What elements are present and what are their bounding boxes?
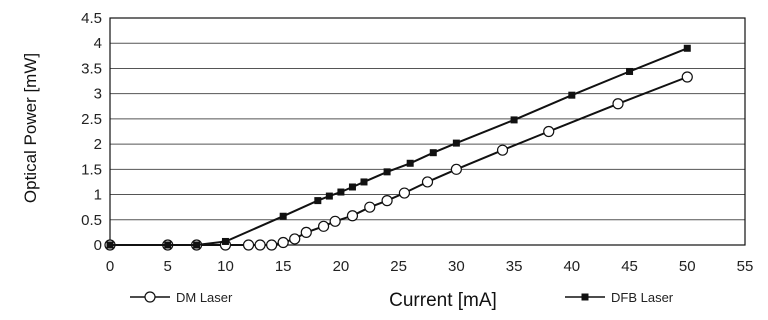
x-tick-label: 15 bbox=[275, 258, 292, 275]
data-point bbox=[106, 241, 114, 249]
data-point bbox=[193, 241, 201, 249]
x-tick-label: 50 bbox=[679, 258, 696, 275]
data-point bbox=[242, 239, 255, 251]
data-point bbox=[266, 239, 278, 251]
data-point bbox=[221, 237, 229, 245]
data-point bbox=[496, 144, 509, 156]
x-tick-label: 35 bbox=[506, 258, 523, 275]
data-point bbox=[429, 149, 437, 157]
x-tick-label: 30 bbox=[448, 258, 465, 275]
data-point bbox=[314, 197, 322, 205]
series-line-1 bbox=[110, 47, 688, 246]
data-point bbox=[398, 187, 411, 199]
data-point bbox=[364, 201, 376, 213]
data-point bbox=[612, 98, 624, 110]
y-tick-label: 2 bbox=[94, 136, 102, 153]
data-point bbox=[421, 176, 434, 188]
x-tick-label: 10 bbox=[217, 258, 234, 275]
y-tick-label: 2.5 bbox=[81, 111, 102, 128]
legend-label: DFB Laser bbox=[611, 290, 674, 305]
data-point bbox=[406, 159, 414, 167]
data-point bbox=[279, 212, 287, 220]
data-point bbox=[681, 71, 693, 83]
plot-frame bbox=[109, 17, 746, 246]
legend-marker bbox=[144, 291, 156, 303]
data-point bbox=[360, 178, 368, 186]
series-layer bbox=[104, 44, 693, 251]
x-tick-label: 55 bbox=[737, 258, 754, 275]
grid-layer bbox=[110, 17, 745, 221]
data-point bbox=[300, 226, 312, 238]
x-tick-label: 45 bbox=[621, 258, 638, 275]
data-point bbox=[289, 233, 301, 245]
x-tick-label: 5 bbox=[164, 258, 172, 275]
data-point bbox=[452, 139, 460, 147]
y-tick-label: 4.5 bbox=[81, 10, 102, 27]
x-tick-label: 20 bbox=[333, 258, 350, 275]
series-line-0 bbox=[110, 76, 688, 246]
y-tick-label: 1 bbox=[94, 187, 102, 204]
y-tick-label: 4 bbox=[94, 35, 102, 52]
data-point bbox=[348, 183, 356, 191]
data-point bbox=[329, 215, 341, 227]
legend-item-1: DFB Laser bbox=[565, 290, 674, 305]
data-point bbox=[683, 44, 691, 52]
series-0 bbox=[104, 71, 693, 251]
data-point bbox=[325, 192, 333, 200]
data-point bbox=[346, 210, 359, 222]
data-point bbox=[383, 168, 391, 176]
x-axis-label: Current [mA] bbox=[389, 290, 497, 311]
data-point bbox=[254, 239, 266, 251]
legend-label: DM Laser bbox=[176, 290, 233, 305]
legend-item-0: DM Laser bbox=[130, 290, 233, 305]
data-point bbox=[450, 163, 462, 175]
x-tick-label: 0 bbox=[106, 258, 114, 275]
data-point bbox=[164, 241, 172, 249]
y-tick-label: 0 bbox=[94, 237, 102, 254]
data-point bbox=[626, 67, 634, 75]
data-point bbox=[277, 236, 289, 249]
data-point bbox=[510, 116, 518, 124]
tick-layer: 0 0.5 1 1.5 2 2.5 3 3.5 4 4.5 0 5 10 15 20 25 30 35 40 45 50… bbox=[81, 10, 753, 275]
y-tick-label: 3.5 bbox=[81, 60, 102, 77]
y-axis-label: Optical Power [mW] bbox=[21, 53, 40, 203]
data-point bbox=[337, 188, 345, 196]
data-point bbox=[543, 125, 555, 138]
x-tick-label: 25 bbox=[390, 258, 407, 275]
legend-marker bbox=[581, 293, 589, 301]
y-tick-label: 1.5 bbox=[81, 161, 102, 178]
data-point bbox=[381, 195, 393, 207]
x-tick-label: 40 bbox=[563, 258, 580, 275]
legend: DM Laser DFB Laser bbox=[130, 290, 674, 305]
y-tick-label: 3 bbox=[94, 86, 102, 103]
y-tick-label: 0.5 bbox=[81, 212, 102, 229]
data-point bbox=[317, 220, 330, 232]
data-point bbox=[568, 91, 576, 99]
series-1 bbox=[106, 44, 691, 249]
axis-layer bbox=[109, 17, 746, 246]
